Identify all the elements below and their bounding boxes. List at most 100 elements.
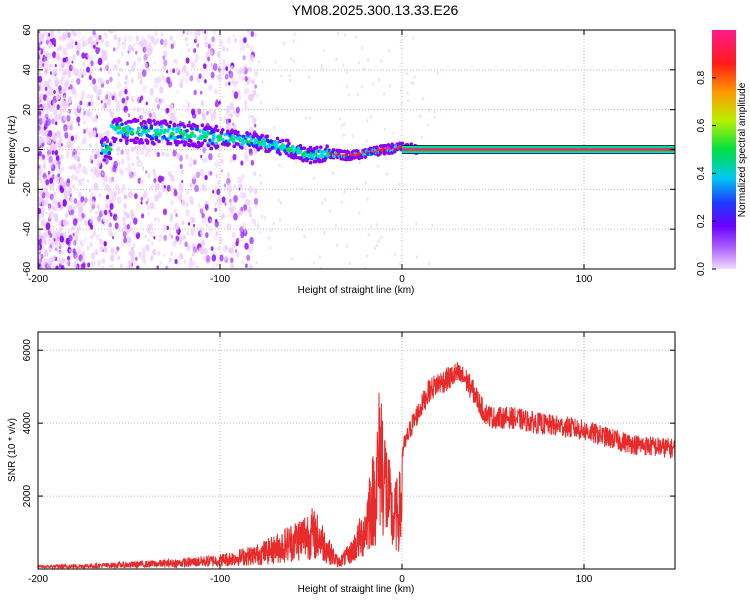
heatmap-cell (196, 264, 199, 269)
heatmap-cell (182, 234, 186, 241)
heatmap-cell (116, 249, 119, 254)
heatmap-cell (103, 32, 107, 37)
heatmap-cell (150, 35, 155, 43)
heatmap-cell (122, 183, 126, 189)
heatmap-cell (129, 138, 133, 143)
heatmap-cell (181, 76, 185, 83)
heatmap-cell (172, 149, 177, 157)
heatmap-cell (373, 246, 377, 251)
heatmap-cell (40, 219, 45, 227)
heatmap-cell (58, 56, 61, 62)
heatmap-cell (195, 171, 201, 179)
heatmap-cell (144, 126, 149, 130)
heatmap-cell (192, 246, 197, 253)
heatmap-cell (89, 81, 93, 87)
heatmap-cell (180, 122, 184, 126)
heatmap-cell (76, 155, 81, 161)
heatmap-cell (77, 78, 81, 85)
heatmap-cell (77, 122, 80, 127)
heatmap-cell (63, 126, 67, 133)
heatmap-cell (293, 32, 296, 36)
heatmap-cell (219, 254, 224, 262)
heatmap-cell (280, 74, 283, 78)
heatmap-cell (47, 174, 50, 178)
heatmap-cell (96, 91, 101, 99)
heatmap-cell (358, 211, 361, 215)
heatmap-cell (93, 182, 98, 190)
heatmap-cell (62, 219, 68, 227)
heatmap-cell (190, 126, 194, 131)
heatmap-cell (165, 69, 169, 74)
heatmap-cell (71, 65, 74, 70)
heatmap-cell (81, 212, 85, 219)
heatmap-cell (74, 134, 79, 141)
heatmap-cell (168, 141, 173, 146)
heatmap-cell (155, 128, 160, 133)
heatmap-cell (229, 262, 234, 269)
heatmap-cell (152, 181, 157, 190)
heatmap-cell (112, 235, 115, 240)
heatmap-cell (203, 138, 207, 143)
heatmap-cell (108, 142, 113, 147)
heatmap-cell (343, 122, 346, 127)
heatmap-cell (313, 152, 318, 156)
heatmap-cell (91, 260, 96, 267)
heatmap-cell (240, 145, 244, 150)
heatmap-cell (147, 238, 151, 243)
heatmap-cell (49, 71, 53, 75)
heatmap-cell (163, 59, 168, 67)
heatmap-cell (224, 73, 229, 80)
heatmap-cell (193, 157, 198, 166)
heatmap-cell (253, 197, 259, 205)
heatmap-cell (106, 79, 110, 85)
heatmap-cell (122, 42, 127, 50)
heatmap-cell (233, 122, 236, 128)
heatmap-cell (254, 33, 257, 37)
heatmap-cell (147, 173, 151, 179)
heatmap-cell (55, 80, 60, 87)
heatmap-cell (128, 69, 132, 74)
heatmap-cell (166, 113, 170, 120)
heatmap-cell (214, 202, 217, 207)
heatmap-cell (122, 39, 126, 45)
heatmap-cell (245, 154, 248, 159)
heatmap-cell (226, 172, 231, 178)
heatmap-cell (262, 143, 267, 147)
heatmap-cell (233, 91, 239, 99)
heatmap-cell (103, 103, 108, 110)
heatmap-cell (38, 125, 41, 131)
heatmap-cell (142, 251, 146, 258)
heatmap-cell (210, 113, 216, 121)
heatmap-cell (221, 196, 226, 203)
heatmap-cell (102, 158, 107, 162)
heatmap-cell (140, 180, 144, 186)
heatmap-cell (242, 228, 248, 237)
heatmap-cell (57, 113, 62, 121)
heatmap-cell (109, 108, 112, 114)
heatmap-cell (83, 110, 87, 116)
heatmap-cell (57, 233, 60, 237)
heatmap-cell (146, 66, 150, 73)
heatmap-cell (159, 260, 163, 265)
heatmap-cell (181, 137, 186, 141)
heatmap-cell (60, 154, 64, 160)
heatmap-cell (156, 265, 160, 269)
heatmap-cell (72, 261, 77, 268)
heatmap-cell (39, 189, 43, 195)
heatmap-cell (103, 175, 109, 183)
heatmap-cell (144, 190, 147, 194)
heatmap-cell (255, 143, 259, 148)
heatmap-cell (183, 140, 188, 145)
y-tick-label: 6000 (22, 339, 33, 362)
heatmap-cell (224, 202, 227, 206)
heatmap-cell (135, 38, 141, 46)
x-tick-label: -200 (28, 574, 48, 585)
heatmap-cell (229, 202, 233, 206)
heatmap-cell (102, 142, 107, 147)
heatmap-cell (95, 114, 98, 118)
heatmap-cell (59, 235, 65, 243)
heatmap-cell (382, 91, 386, 96)
heatmap-cell (136, 163, 139, 168)
heatmap-cell (369, 224, 373, 229)
heatmap-cell (103, 240, 107, 247)
